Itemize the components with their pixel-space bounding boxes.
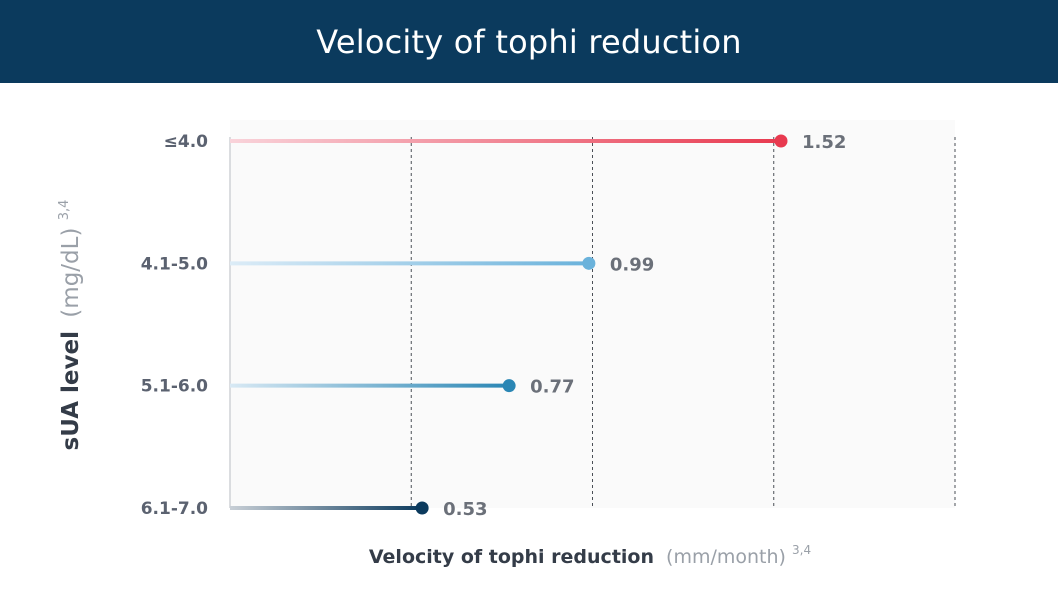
value-label: 0.53 <box>443 499 487 520</box>
value-label: 0.77 <box>530 377 574 398</box>
category-label: 5.1-6.0 <box>141 377 208 397</box>
y-axis-title-text: sUA level <box>58 331 84 450</box>
y-axis-unit: (mg/dL) <box>58 228 84 318</box>
title-banner: Velocity of tophi reduction <box>0 0 1058 83</box>
lollipop-point <box>774 134 788 148</box>
category-label: ≤4.0 <box>164 132 209 152</box>
x-axis-unit: (mm/month) <box>666 546 786 568</box>
value-label: 0.99 <box>610 254 654 275</box>
x-axis-title: Velocity of tophi reduction (mm/month) 3… <box>369 543 811 568</box>
y-axis-superscript: 3,4 <box>57 200 72 221</box>
category-label: 6.1-7.0 <box>141 499 208 519</box>
lollipop-point <box>582 256 596 270</box>
x-axis-superscript: 3,4 <box>792 543 811 557</box>
x-axis-title-text: Velocity of tophi reduction <box>369 546 654 568</box>
category-label: 4.1-5.0 <box>141 254 208 274</box>
lollipop-point <box>502 379 516 393</box>
y-axis-title: sUA level (mg/dL) 3,4 <box>57 200 84 451</box>
value-label: 1.52 <box>802 132 846 153</box>
lollipop-point <box>415 501 429 515</box>
chart-title: Velocity of tophi reduction <box>316 22 742 61</box>
